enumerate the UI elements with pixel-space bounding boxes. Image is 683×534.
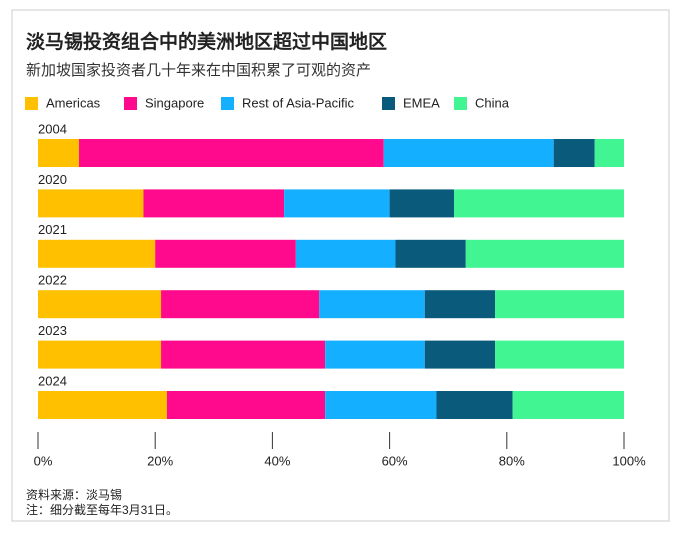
bar-segment (325, 340, 425, 369)
bar-segment (38, 189, 144, 218)
legend-swatch (124, 97, 137, 110)
bar-segment (155, 239, 296, 268)
x-tick-label: 40% (264, 453, 290, 468)
bar-segment (454, 189, 624, 218)
category-label: 2024 (38, 373, 67, 388)
category-label: 2023 (38, 323, 67, 338)
bar-segment (38, 239, 156, 268)
bar-segment (424, 290, 496, 319)
bar-segment (284, 189, 390, 218)
category-label: 2022 (38, 273, 67, 288)
bar-segment (79, 139, 384, 167)
legend-swatch (221, 97, 234, 110)
bar-segment (161, 340, 326, 369)
bar-segment (395, 239, 466, 268)
legend-label: Singapore (145, 95, 204, 110)
x-tick-label: 100% (612, 453, 646, 468)
bar-segment (383, 139, 554, 167)
bar-segment (325, 391, 437, 419)
x-tick-label: 80% (499, 453, 525, 468)
category-label: 2021 (38, 222, 67, 237)
category-label: 2004 (38, 121, 67, 136)
legend-label: Americas (46, 95, 101, 110)
bar-segment (436, 391, 513, 419)
legend-swatch (454, 97, 467, 110)
bar-segment (553, 139, 595, 167)
bar-segment (38, 340, 162, 369)
bar-segment (495, 340, 624, 369)
bar-segment (424, 340, 496, 369)
bar-segment (38, 139, 80, 167)
bar-segment (166, 391, 326, 419)
x-tick-label: 60% (382, 453, 408, 468)
legend-swatch (25, 97, 38, 110)
bar-segment (38, 290, 162, 319)
category-label: 2020 (38, 172, 67, 187)
legend-swatch (382, 97, 395, 110)
bar-segment (295, 239, 396, 268)
bar-segment (594, 139, 624, 167)
x-tick-label: 0% (34, 453, 53, 468)
chart-subtitle: 新加坡国家投资者几十年来在中国积累了可观的资产 (26, 62, 371, 79)
legend-label: EMEA (403, 95, 440, 110)
legend-label: Rest of Asia-Pacific (242, 95, 354, 110)
chart-title: 淡马锡投资组合中的美洲地区超过中国地区 (26, 30, 387, 53)
legend-label: China (475, 95, 510, 110)
source: 资料来源：淡马锡 (26, 487, 122, 502)
bar-segment (319, 290, 425, 319)
bar-segment (143, 189, 285, 218)
bar-segment (389, 189, 455, 218)
bar-segment (38, 391, 167, 419)
bar-segment (465, 239, 624, 268)
x-tick-label: 20% (147, 453, 173, 468)
bar-segment (495, 290, 624, 319)
note: 注：细分截至每年3月31日。 (26, 502, 178, 517)
bar-segment (161, 290, 320, 319)
bar-segment (512, 391, 624, 419)
